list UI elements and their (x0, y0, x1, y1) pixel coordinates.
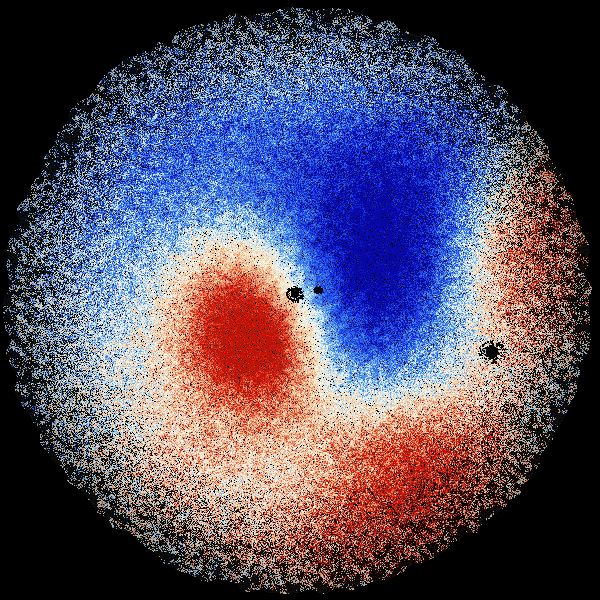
solar-disk-canvas (0, 0, 600, 600)
solar-disk-visualization: Full-disk solar Doppler velocity / line-… (0, 0, 600, 600)
